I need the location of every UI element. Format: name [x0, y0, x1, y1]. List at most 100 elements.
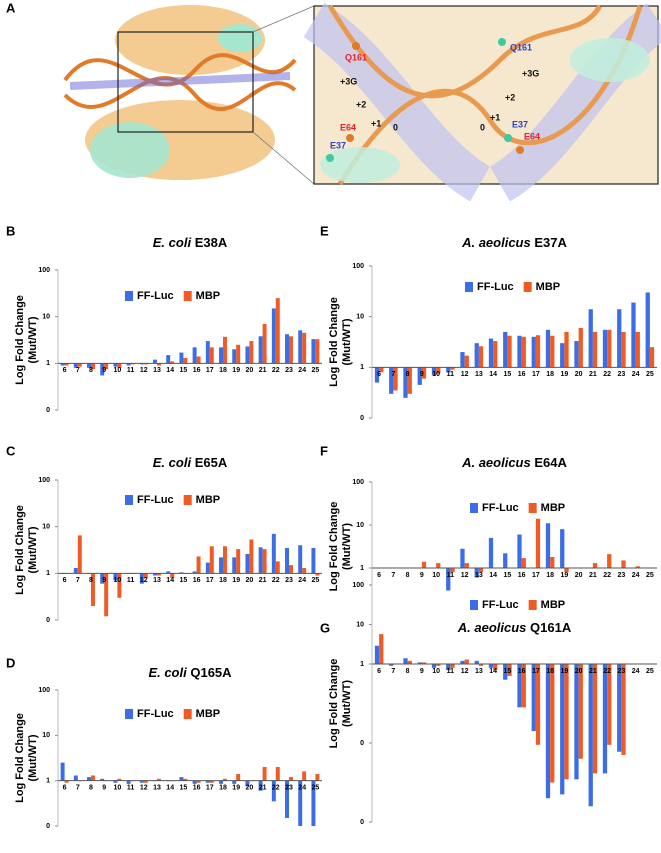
- x-tick-label: 7: [76, 785, 80, 792]
- y-tick-label: 1: [46, 778, 50, 785]
- x-tick-label: 25: [312, 785, 320, 792]
- legend-swatch: [528, 600, 537, 610]
- panel-letter: C: [6, 443, 16, 458]
- bar: [77, 535, 82, 574]
- bar: [503, 331, 508, 368]
- x-tick-label: 24: [632, 371, 640, 378]
- bar: [421, 367, 427, 379]
- bar: [550, 557, 555, 568]
- bar: [209, 546, 214, 574]
- bar: [436, 563, 441, 568]
- bar: [431, 367, 437, 376]
- bar: [607, 554, 612, 568]
- bar: [183, 778, 188, 781]
- y-tick-label: 0: [360, 740, 364, 747]
- y-tick-label: 10: [356, 522, 364, 529]
- y-axis-label: (Mut/WT): [341, 523, 353, 570]
- x-tick-label: 23: [285, 785, 293, 792]
- bar: [298, 330, 303, 364]
- x-tick-label: 22: [603, 572, 611, 579]
- bar: [436, 664, 441, 666]
- y-tick-label: 10: [42, 314, 50, 321]
- legend-label: FF-Luc: [482, 502, 519, 514]
- x-tick-label: 12: [140, 577, 148, 584]
- bar: [521, 558, 526, 568]
- title-mutant: E64A: [534, 455, 567, 470]
- legend-label: FF-Luc: [477, 281, 514, 293]
- bar: [635, 331, 640, 368]
- bar: [179, 352, 184, 364]
- y-tick-label: 1: [360, 661, 364, 668]
- panel-letter: G: [320, 620, 330, 635]
- bar: [478, 664, 484, 666]
- bar: [311, 547, 316, 574]
- bar: [285, 780, 289, 819]
- x-tick-label: 17: [532, 668, 540, 675]
- bar: [143, 363, 148, 365]
- y-axis-label: (Mut/WT): [27, 316, 39, 363]
- bar: [302, 771, 307, 781]
- bar: [245, 780, 250, 787]
- bar: [219, 347, 223, 364]
- bar: [60, 762, 65, 781]
- x-tick-label: 22: [603, 668, 611, 675]
- bar: [592, 664, 598, 774]
- bar: [289, 336, 293, 364]
- bar: [236, 549, 241, 574]
- bar: [592, 563, 598, 568]
- position-label: +1: [490, 112, 500, 122]
- bar: [564, 568, 569, 573]
- x-tick-label: 22: [603, 371, 611, 378]
- x-tick-label: 8: [89, 577, 93, 584]
- bar: [232, 557, 237, 574]
- bar: [183, 358, 188, 364]
- x-tick-label: 14: [166, 785, 174, 792]
- y-tick-label: 10: [42, 732, 50, 739]
- bar: [535, 518, 541, 568]
- bar: [407, 367, 412, 394]
- legend-label: MBP: [196, 494, 220, 506]
- bar: [545, 523, 551, 568]
- bar: [374, 367, 380, 383]
- bar: [157, 363, 161, 366]
- bar: [535, 335, 541, 368]
- bar: [389, 367, 394, 394]
- chart-title: A. aeolicus E64A: [461, 455, 567, 470]
- bar: [139, 363, 144, 365]
- bar: [196, 556, 201, 574]
- x-tick-label: 10: [432, 371, 440, 378]
- bar: [464, 659, 469, 664]
- x-tick-label: 18: [219, 367, 227, 374]
- bar: [157, 573, 161, 576]
- bar: [560, 529, 565, 568]
- bar: [64, 780, 69, 783]
- legend-swatch: [523, 282, 532, 292]
- x-tick-label: 15: [503, 668, 511, 675]
- x-tick-label: 11: [447, 668, 455, 675]
- bar: [450, 664, 455, 668]
- structure-zoom: [303, 2, 661, 202]
- x-tick-label: 17: [532, 371, 540, 378]
- x-tick-label: 17: [206, 577, 214, 584]
- x-tick-label: 8: [406, 572, 410, 579]
- legend-swatch: [183, 495, 192, 505]
- bar: [403, 367, 408, 398]
- x-tick-label: 20: [246, 577, 254, 584]
- y-axis-label: Log Fold Change: [14, 713, 26, 803]
- x-tick-label: 10: [432, 668, 440, 675]
- x-tick-label: 24: [632, 572, 640, 579]
- x-tick-label: 14: [489, 572, 497, 579]
- x-tick-label: 16: [518, 371, 526, 378]
- x-tick-label: 24: [632, 668, 640, 675]
- residue-label: E37: [512, 119, 528, 129]
- x-tick-label: 9: [420, 572, 424, 579]
- x-tick-label: 14: [489, 668, 497, 675]
- bar: [517, 534, 522, 568]
- x-tick-label: 6: [377, 572, 381, 579]
- y-tick-label: 100: [352, 479, 364, 486]
- x-tick-label: 22: [272, 785, 280, 792]
- y-axis-label: Log Fold Change: [328, 297, 340, 387]
- x-tick-label: 9: [420, 371, 424, 378]
- bar: [617, 664, 622, 752]
- bar: [503, 664, 508, 680]
